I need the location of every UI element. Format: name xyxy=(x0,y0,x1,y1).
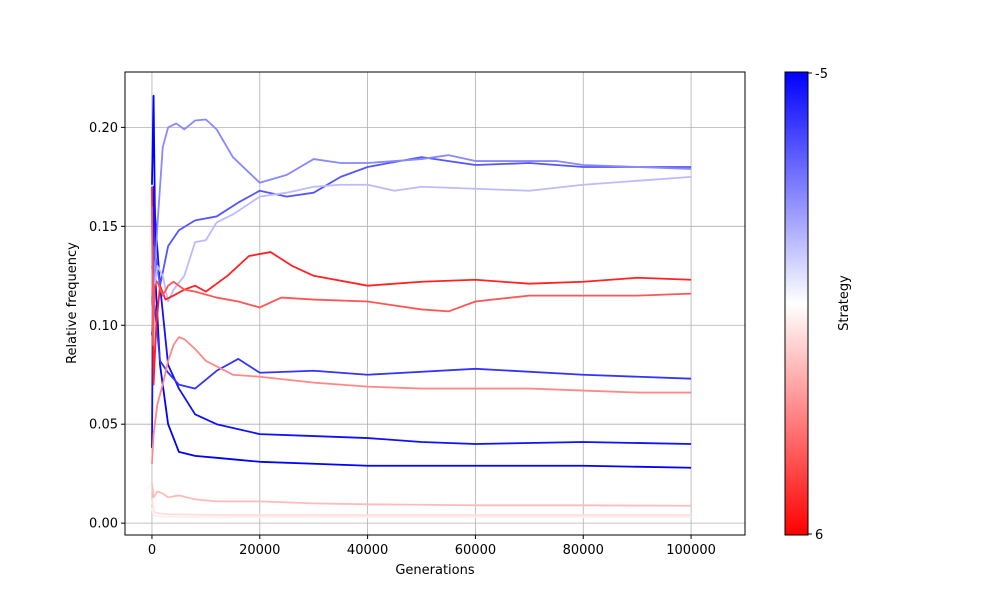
x-tick-label: 40000 xyxy=(347,543,388,558)
series-line-5 xyxy=(151,118,692,287)
colorbar-label: Strategy xyxy=(837,275,852,331)
series-line-4 xyxy=(151,156,692,306)
colorbar-top-label: -5 xyxy=(815,67,828,82)
y-axis-label: Relative frequency xyxy=(65,242,80,364)
plot-frame xyxy=(124,71,746,536)
series-line-10 xyxy=(151,483,692,507)
x-axis-label: Generations xyxy=(395,563,475,578)
x-tick-label: 20000 xyxy=(239,543,280,558)
series-line-11 xyxy=(151,499,692,517)
colorbar-bottom-label: 6 xyxy=(815,528,823,543)
series-line-9 xyxy=(151,336,692,464)
y-tick-label: 0.20 xyxy=(89,121,118,136)
y-axis: 0.00 0.05 0.10 0.15 0.20 xyxy=(89,121,125,532)
y-tick-label: 0.00 xyxy=(89,517,118,532)
colorbar: -5 6 Strategy xyxy=(784,67,852,543)
x-tick-label: 60000 xyxy=(455,543,496,558)
grid xyxy=(125,72,745,535)
y-tick-label: 0.10 xyxy=(89,319,118,334)
x-tick-label: 80000 xyxy=(563,543,604,558)
y-tick-label: 0.15 xyxy=(89,220,118,235)
series-line-12 xyxy=(151,507,692,519)
series-line-3 xyxy=(151,304,692,390)
x-tick-label: 0 xyxy=(148,543,156,558)
x-axis: 0 20000 40000 60000 80000 100000 xyxy=(148,535,716,558)
x-tick-label: 100000 xyxy=(666,543,716,558)
y-tick-label: 0.05 xyxy=(89,418,118,433)
series-layer xyxy=(151,94,692,519)
series-line-6 xyxy=(151,175,692,306)
colorbar-gradient xyxy=(784,71,809,536)
series-line-7 xyxy=(151,186,692,386)
series-line-8 xyxy=(151,206,692,346)
